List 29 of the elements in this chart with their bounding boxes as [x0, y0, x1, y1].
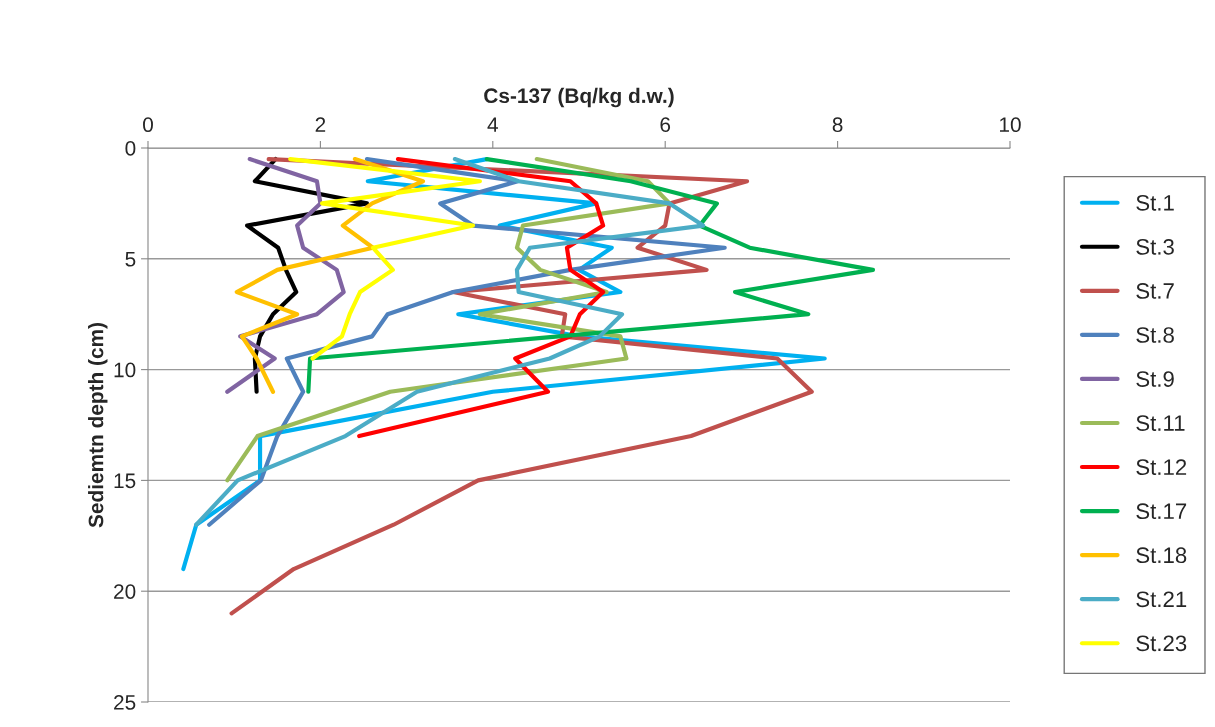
x-tick-label: 4: [487, 117, 498, 132]
x-axis-title: Cs-137 (Bq/kg d.w.): [484, 87, 674, 108]
y-tick-label: 5: [125, 252, 136, 267]
legend-label: St.12: [1136, 459, 1187, 476]
legend-label: St.7: [1136, 283, 1174, 299]
legend-label: St.23: [1136, 635, 1187, 652]
y-tick-label: 20: [114, 584, 136, 599]
y-tick-label: 10: [114, 362, 136, 378]
x-tick-label: 2: [315, 117, 326, 132]
legend-label: St.8: [1136, 327, 1174, 343]
x-tick-label: 6: [660, 117, 671, 133]
legend-label: St.1: [1136, 194, 1174, 211]
y-tick-label: 25: [114, 695, 136, 710]
line-series: [357, 156, 606, 439]
line-series: [234, 156, 426, 394]
legend-label: St.3: [1136, 239, 1174, 255]
line-series: [306, 156, 876, 394]
x-tick-label: 8: [832, 117, 843, 133]
x-tick-label: 0: [143, 117, 153, 133]
legend-label: St.18: [1136, 547, 1187, 564]
line-series: [288, 156, 482, 361]
legend-label: St.9: [1136, 371, 1174, 387]
y-axis-title: Sediemtn depth (cm): [88, 323, 108, 528]
legend-label: St.17: [1136, 503, 1187, 520]
y-tick-label: 15: [114, 473, 136, 489]
x-tick-label: 10: [1000, 117, 1021, 133]
legend-label: St.21: [1136, 591, 1187, 608]
legend-label: St.11: [1136, 415, 1185, 431]
y-tick-label: 0: [125, 141, 136, 156]
